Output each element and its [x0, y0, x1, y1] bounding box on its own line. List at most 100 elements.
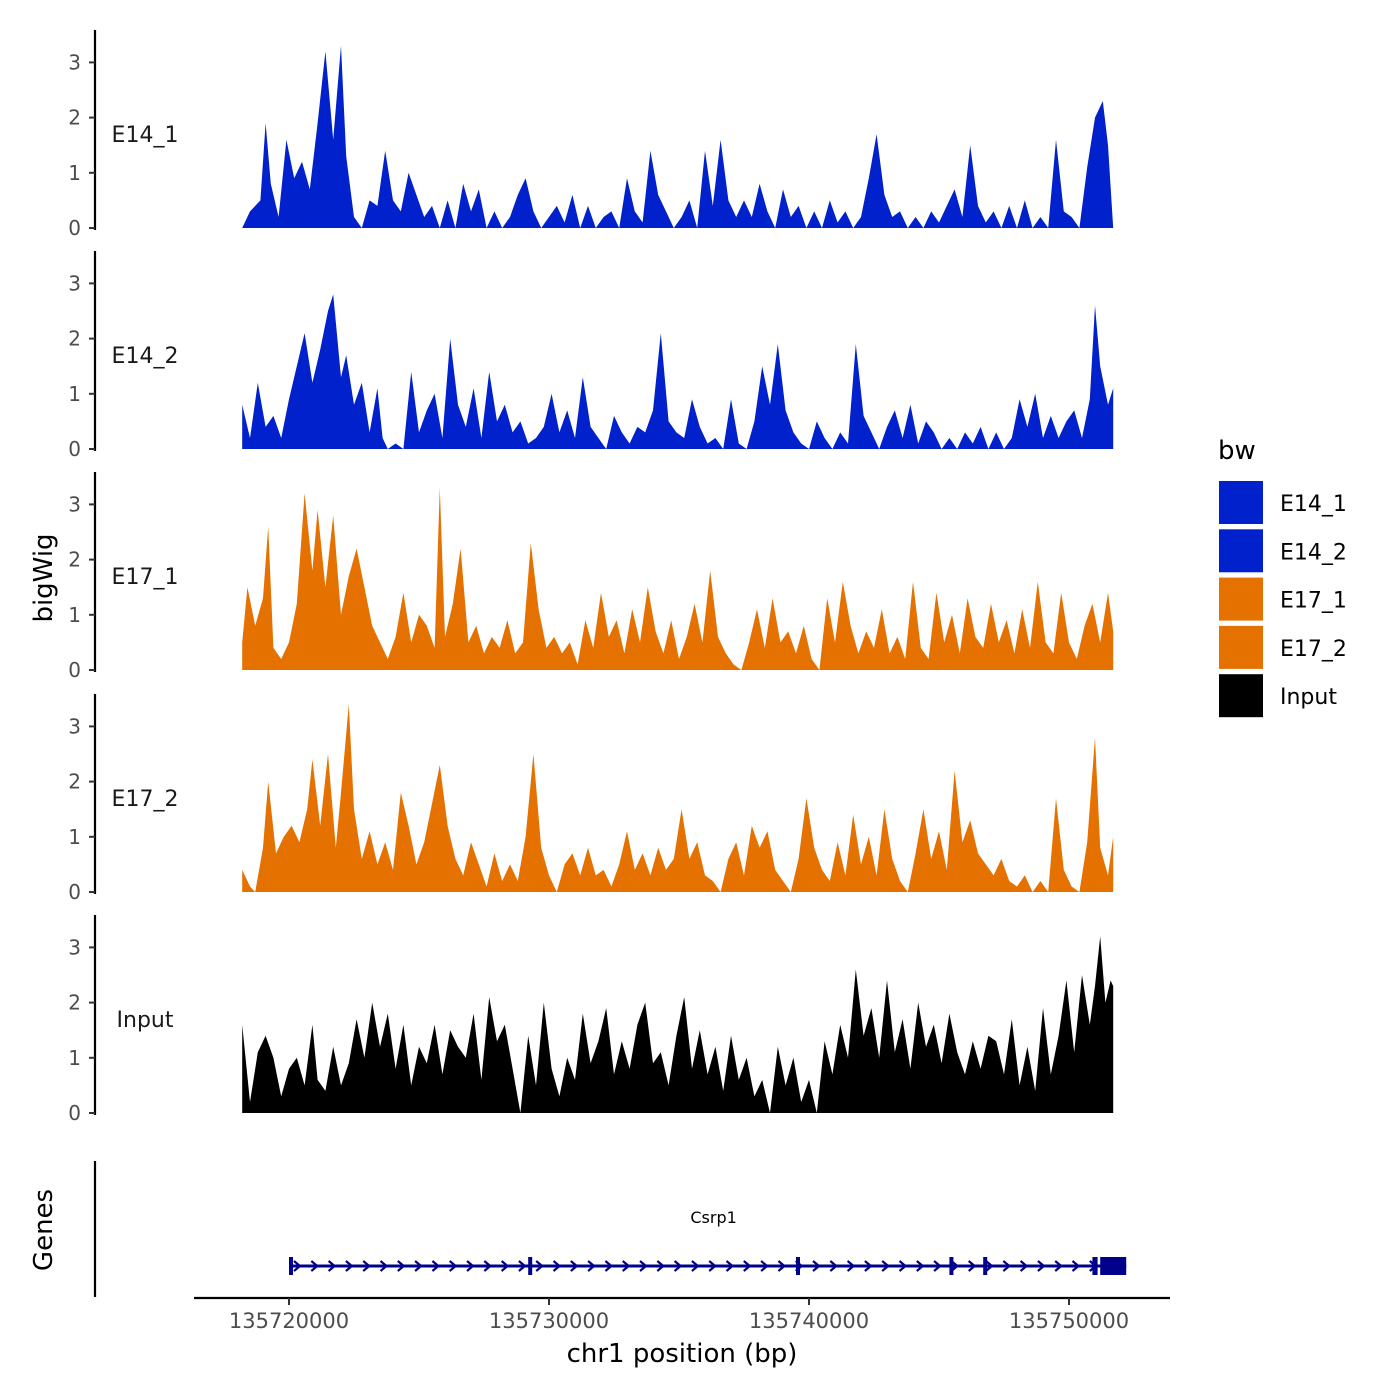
strand-arrow: [691, 1260, 700, 1272]
y-tick-label: 2: [68, 770, 81, 794]
strand-arrow: [466, 1260, 475, 1272]
strand-arrow: [587, 1260, 596, 1272]
exon: [528, 1257, 533, 1275]
y-tick-label: 1: [68, 825, 81, 849]
strand-arrow: [812, 1260, 821, 1272]
strand-arrow: [985, 1260, 994, 1272]
y-tick-label: 1: [68, 161, 81, 185]
strand-arrow: [760, 1260, 769, 1272]
strand-arrow: [1002, 1260, 1012, 1272]
exon: [796, 1257, 800, 1275]
y-tick-label: 1: [68, 603, 81, 627]
exon: [1092, 1257, 1098, 1275]
genes-layer: Csrp1: [93, 1161, 1127, 1297]
strand-arrow: [379, 1260, 389, 1272]
signal-area-input: [242, 936, 1114, 1113]
strand-arrow: [933, 1260, 942, 1272]
legend-title: bw: [1218, 436, 1256, 466]
y-tick-label: 0: [68, 216, 81, 240]
strand-arrow: [552, 1260, 562, 1272]
strand-arrow: [743, 1260, 752, 1272]
strand-arrow: [708, 1260, 717, 1272]
strand-arrow: [725, 1260, 735, 1272]
x-tick-label: 135740000: [749, 1309, 869, 1333]
legend-label: Input: [1280, 685, 1337, 710]
strand-arrow: [362, 1260, 371, 1272]
strand-arrow: [967, 1260, 977, 1272]
y-tick-label: 3: [68, 492, 81, 516]
strand-arrow: [846, 1260, 856, 1272]
strand-arrow: [397, 1260, 406, 1272]
exon: [289, 1257, 293, 1275]
genes-track-title: Genes: [29, 1189, 59, 1271]
exon: [983, 1257, 988, 1275]
track-label: E14_2: [112, 344, 179, 369]
y-tick-label: 2: [68, 106, 81, 130]
strand-arrow: [639, 1260, 648, 1272]
y-tick-label: 3: [68, 714, 81, 738]
track-e14-2: 0 1 2 3 E14_2: [68, 251, 1114, 461]
strand-arrow: [881, 1260, 890, 1272]
strand-arrow: [293, 1260, 302, 1272]
strand-arrow: [310, 1260, 320, 1272]
strand-arrow: [345, 1260, 354, 1272]
legend-label: E17_1: [1280, 589, 1347, 614]
y-tick-label: 2: [68, 327, 81, 351]
strand-arrow: [1071, 1260, 1081, 1272]
track-label: E17_2: [112, 787, 179, 812]
track-e17-1: 0 1 2 3 E17_1: [68, 472, 1114, 682]
strand-arrow: [898, 1260, 908, 1272]
track-label: Input: [117, 1008, 174, 1033]
y-tick-label: 3: [68, 935, 81, 959]
exon: [1100, 1257, 1127, 1275]
exon: [949, 1257, 954, 1275]
signal-area-e17-1: [242, 487, 1114, 670]
strand-arrow: [1037, 1260, 1046, 1272]
strand-arrow: [673, 1260, 683, 1272]
x-axis: 135720000 135730000 135740000 135750000: [194, 1296, 1170, 1333]
track-label: E17_1: [112, 565, 179, 590]
y-tick-label: 0: [68, 880, 81, 904]
track-input: 0 1 2 3 Input: [68, 915, 1114, 1125]
strand-arrow: [829, 1260, 839, 1272]
strand-arrow: [621, 1260, 631, 1272]
y-tick-label: 1: [68, 382, 81, 406]
legend-label: E17_2: [1280, 637, 1347, 662]
y-tick-label: 0: [68, 437, 81, 461]
strand-arrow: [1019, 1260, 1029, 1272]
strand-arrow: [483, 1260, 493, 1272]
strand-arrow: [535, 1260, 544, 1272]
x-tick-label: 135720000: [229, 1309, 349, 1333]
legend-swatch: [1219, 625, 1263, 669]
strand-arrow: [916, 1260, 925, 1272]
signal-area-e17-2: [242, 704, 1114, 892]
legend-label: E14_2: [1280, 540, 1347, 565]
strand-arrow: [570, 1260, 579, 1272]
legend-swatch: [1219, 577, 1263, 621]
strand-arrow: [656, 1260, 666, 1272]
gene-csrp1: Csrp1: [289, 1208, 1127, 1275]
y-tick-label: 3: [68, 271, 81, 295]
x-tick-label: 135730000: [489, 1309, 609, 1333]
strand-arrow: [414, 1260, 423, 1272]
legend-swatch: [1219, 529, 1263, 573]
strand-arrow: [431, 1260, 441, 1272]
strand-arrow: [500, 1260, 510, 1272]
y-tick-label: 3: [68, 50, 81, 74]
y-tick-label: 1: [68, 1046, 81, 1070]
strand-arrow: [1054, 1260, 1063, 1272]
x-axis-title: chr1 position (bp): [567, 1339, 798, 1369]
strand-arrow: [518, 1260, 527, 1272]
y-tick-label: 2: [68, 548, 81, 572]
y-tick-label: 0: [68, 1101, 81, 1125]
track-e14-1: 0 1 2 3 E14_1: [68, 30, 1114, 240]
strand-arrow: [777, 1260, 787, 1272]
y-tick-label: 2: [68, 991, 81, 1015]
x-tick-label: 135750000: [1009, 1309, 1129, 1333]
legend-label: E14_1: [1280, 492, 1347, 517]
strand-arrow: [448, 1260, 458, 1272]
tracks-layer: 0 1 2 3 E14_1 0 1 2 3 E14_2 0 1 2 3 E17_1 0 1 2 3 E17_2 0 1 2 3…: [68, 30, 1114, 1125]
y-axis-title: bigWig: [29, 533, 59, 622]
